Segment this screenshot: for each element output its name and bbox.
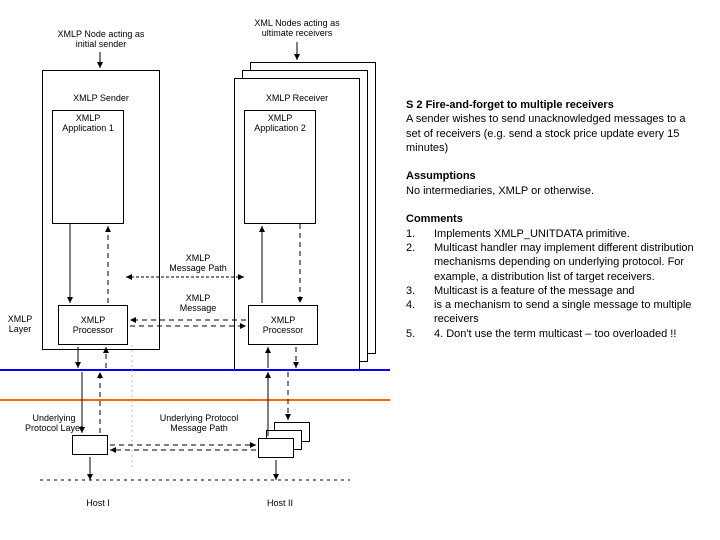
app1-label: XMLP Application 1 <box>62 113 114 133</box>
comment-item: 2.Multicast handler may implement differ… <box>406 241 702 284</box>
comment-item: 5.4. Don't use the term multicast – too … <box>406 327 702 341</box>
proc-right-label: XMLP Processor <box>263 315 304 335</box>
proto-left <box>72 435 108 455</box>
host2-label: Host II <box>250 498 310 508</box>
msg-label: XMLP Message <box>162 293 234 313</box>
right-text: S 2 Fire-and-forget to multiple receiver… <box>406 98 702 341</box>
heading: S 2 Fire-and-forget to multiple receiver… <box>406 99 614 111</box>
msg-path-label: XMLP Message Path <box>158 253 238 273</box>
comment-item: 1.Implements XMLP_UNITDATA primitive. <box>406 227 702 241</box>
para1: A sender wishes to send unacknowledged m… <box>406 112 702 155</box>
comment-item: 3.Multicast is a feature of the message … <box>406 284 702 298</box>
underlying-layer-label: Underlying Protocol Layer <box>14 413 94 433</box>
app2-label: XMLP Application 2 <box>254 113 306 133</box>
comments-list: 1.Implements XMLP_UNITDATA primitive.2.M… <box>406 227 702 341</box>
proto-right-1 <box>258 438 294 458</box>
comment-item: 4. is a mechanism to send a single messa… <box>406 298 702 327</box>
app2-box: XMLP Application 2 <box>244 110 316 224</box>
underlying-path-label: Underlying Protocol Message Path <box>150 413 248 433</box>
receiver-node-title: XML Nodes acting as ultimate receivers <box>226 18 368 38</box>
proc-left-label: XMLP Processor <box>73 315 114 335</box>
sender-node-title: XMLP Node acting as initial sender <box>34 29 168 49</box>
assumptions-h: Assumptions <box>406 170 476 182</box>
receiver-box-label: XMLP Receiver <box>238 93 356 103</box>
assumptions-b: No intermediaries, XMLP or otherwise. <box>406 184 702 198</box>
host1-label: Host I <box>68 498 128 508</box>
sender-box-label: XMLP Sender <box>46 93 156 103</box>
comments-h: Comments <box>406 213 463 225</box>
proc-left-box: XMLP Processor <box>58 305 128 345</box>
proc-right-box: XMLP Processor <box>248 305 318 345</box>
app1-box: XMLP Application 1 <box>52 110 124 224</box>
layer-left-label: XMLP Layer <box>0 314 40 334</box>
